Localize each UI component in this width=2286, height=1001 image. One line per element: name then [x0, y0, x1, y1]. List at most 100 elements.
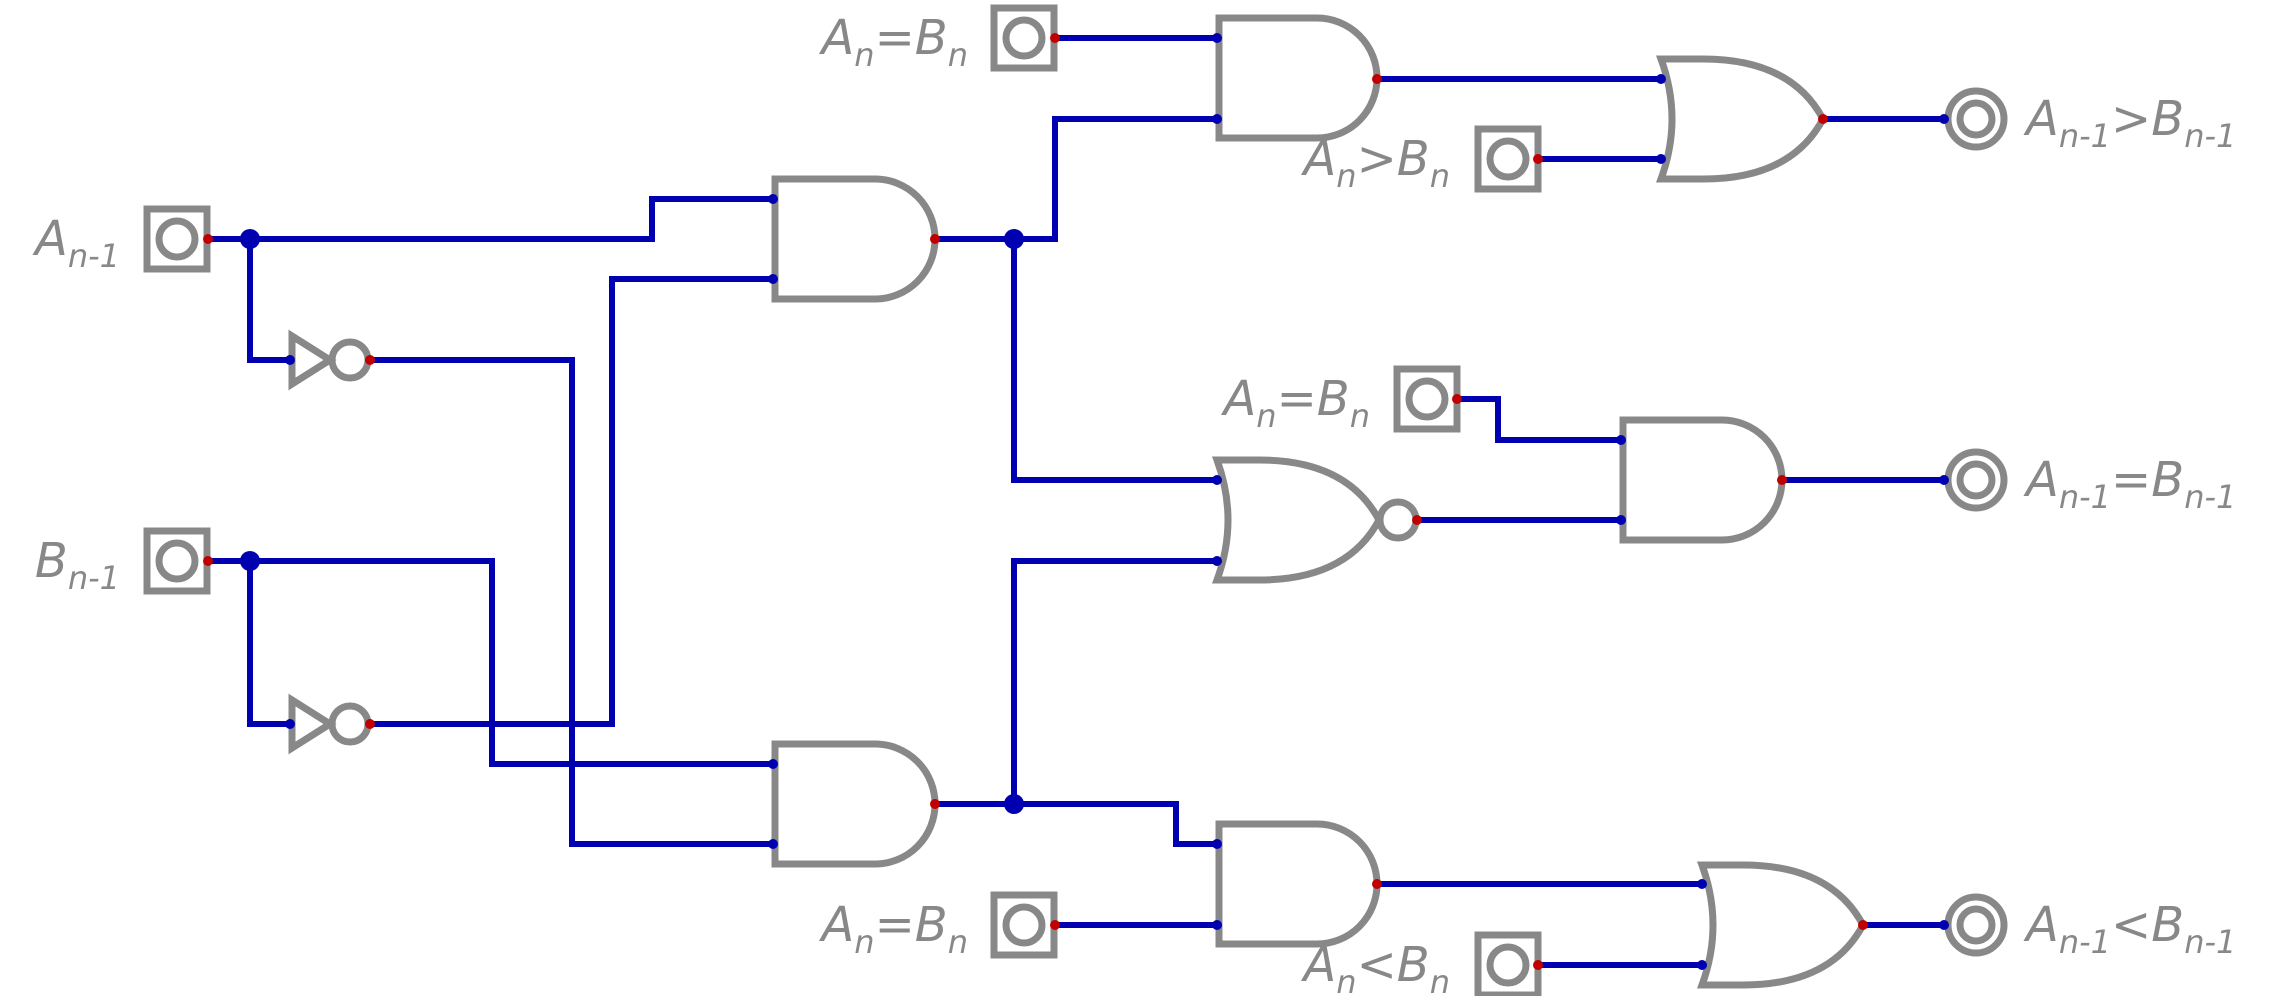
pin-in — [1212, 475, 1222, 485]
input-toggle-bot-eq[interactable] — [990, 891, 1058, 959]
pin-out — [203, 234, 213, 244]
inputs[interactable] — [143, 4, 1542, 996]
label-top-gt: An>Bn — [1303, 131, 1450, 195]
pin-out — [1533, 154, 1543, 164]
input-toggle-mid-eq[interactable] — [1393, 365, 1461, 433]
input-ring — [155, 217, 199, 261]
wire-and2-out — [935, 801, 1217, 847]
and-gate-a-notb — [771, 175, 939, 303]
label-input-b: Bn-1 — [34, 533, 120, 597]
input-toggle-top-gt[interactable] — [1474, 125, 1542, 193]
junctions — [240, 229, 1024, 814]
wire-and1-out — [935, 116, 1217, 242]
pin-out — [203, 556, 213, 566]
output-ring-inner — [1956, 905, 1996, 945]
pin-in — [1656, 74, 1666, 84]
pin-out — [1412, 515, 1422, 525]
not-triangle — [288, 329, 337, 391]
nor-bubble — [1376, 498, 1420, 542]
outputs — [1944, 87, 2008, 957]
pin-in — [1939, 920, 1949, 930]
and-gate-mid — [1619, 416, 1786, 544]
wire-notb-to-and1 — [372, 276, 773, 727]
junction-and2 — [1004, 794, 1024, 814]
not-gate-b — [288, 693, 372, 755]
output-probe-lt — [1944, 893, 2008, 957]
pin-out — [1533, 960, 1543, 970]
input-ring — [155, 539, 199, 583]
not-bubble — [328, 338, 372, 382]
pin-in — [1212, 114, 1222, 124]
label-bot-eq: An=Bn — [821, 897, 968, 961]
label-bot-lt: An<Bn — [1303, 937, 1450, 1001]
nor-gate-mid — [1211, 456, 1383, 584]
output-pins — [203, 33, 1868, 970]
pin-in — [1212, 839, 1222, 849]
input-toggle-bot-lt[interactable] — [1474, 931, 1542, 996]
input-toggle-a[interactable] — [143, 205, 211, 273]
pin-out — [930, 234, 940, 244]
pin-in — [1212, 556, 1222, 566]
output-ring-inner — [1956, 99, 1996, 139]
pin-out — [1050, 920, 1060, 930]
or-gate-top — [1655, 55, 1827, 183]
not-triangle — [288, 693, 337, 755]
input-ring — [1002, 16, 1046, 60]
pin-out — [1777, 475, 1787, 485]
wire-and1-to-nor — [1011, 239, 1217, 483]
pin-in — [1212, 920, 1222, 930]
pin-out — [1818, 114, 1828, 124]
junction-and1 — [1004, 229, 1024, 249]
pin-in — [1697, 960, 1707, 970]
pin-in — [285, 355, 295, 365]
label-output-lt: An-1<Bn-1 — [2026, 897, 2237, 961]
wires — [208, 35, 1944, 968]
pin-out — [365, 355, 375, 365]
label-output-gt: An-1>Bn-1 — [2026, 91, 2237, 155]
input-ring — [1405, 377, 1449, 421]
output-probe-gt — [1944, 87, 2008, 151]
pin-out — [930, 799, 940, 809]
or-gate-bot — [1696, 861, 1867, 989]
label-output-eq: An-1=Bn-1 — [2026, 452, 2237, 516]
pin-out — [365, 719, 375, 729]
pin-in — [768, 194, 778, 204]
label-input-a: An-1 — [34, 211, 120, 275]
wire-and2-to-nor — [1011, 558, 1217, 804]
output-ring-inner — [1956, 460, 1996, 500]
input-ring — [1486, 943, 1530, 987]
not-gate-a — [288, 329, 372, 391]
input-pins — [285, 33, 1949, 970]
input-toggle-b[interactable] — [143, 527, 211, 595]
pin-out — [1372, 879, 1382, 889]
label-top-eq: An=Bn — [821, 10, 968, 74]
or-gates — [1211, 55, 1867, 989]
wire-nota-to-and2 — [372, 357, 773, 847]
input-ring — [1486, 137, 1530, 181]
wire-b-to-not-b — [247, 561, 290, 727]
pin-out — [1372, 74, 1382, 84]
wire-b-to-and2 — [208, 558, 773, 767]
pin-in — [768, 274, 778, 284]
output-ring-outer — [1944, 87, 2008, 151]
junction-b — [240, 551, 260, 571]
output-probe-eq — [1944, 448, 2008, 512]
label-mid-eq: An=Bn — [1223, 371, 1370, 435]
pin-in — [1697, 879, 1707, 889]
input-ring — [1002, 903, 1046, 947]
and-gate-bot — [1215, 820, 1381, 948]
pin-out — [1050, 33, 1060, 43]
input-toggle-top-eq[interactable] — [990, 4, 1058, 72]
pin-in — [1212, 33, 1222, 43]
pin-in — [1939, 114, 1949, 124]
wire-mid-eq — [1457, 396, 1621, 443]
not-bubble — [328, 702, 372, 746]
not-gates — [288, 329, 372, 755]
output-ring-outer — [1944, 893, 2008, 957]
pin-out — [1452, 394, 1462, 404]
wire-a-to-and1 — [208, 196, 773, 242]
pin-in — [1939, 475, 1949, 485]
junction-a — [240, 229, 260, 249]
pin-in — [285, 719, 295, 729]
